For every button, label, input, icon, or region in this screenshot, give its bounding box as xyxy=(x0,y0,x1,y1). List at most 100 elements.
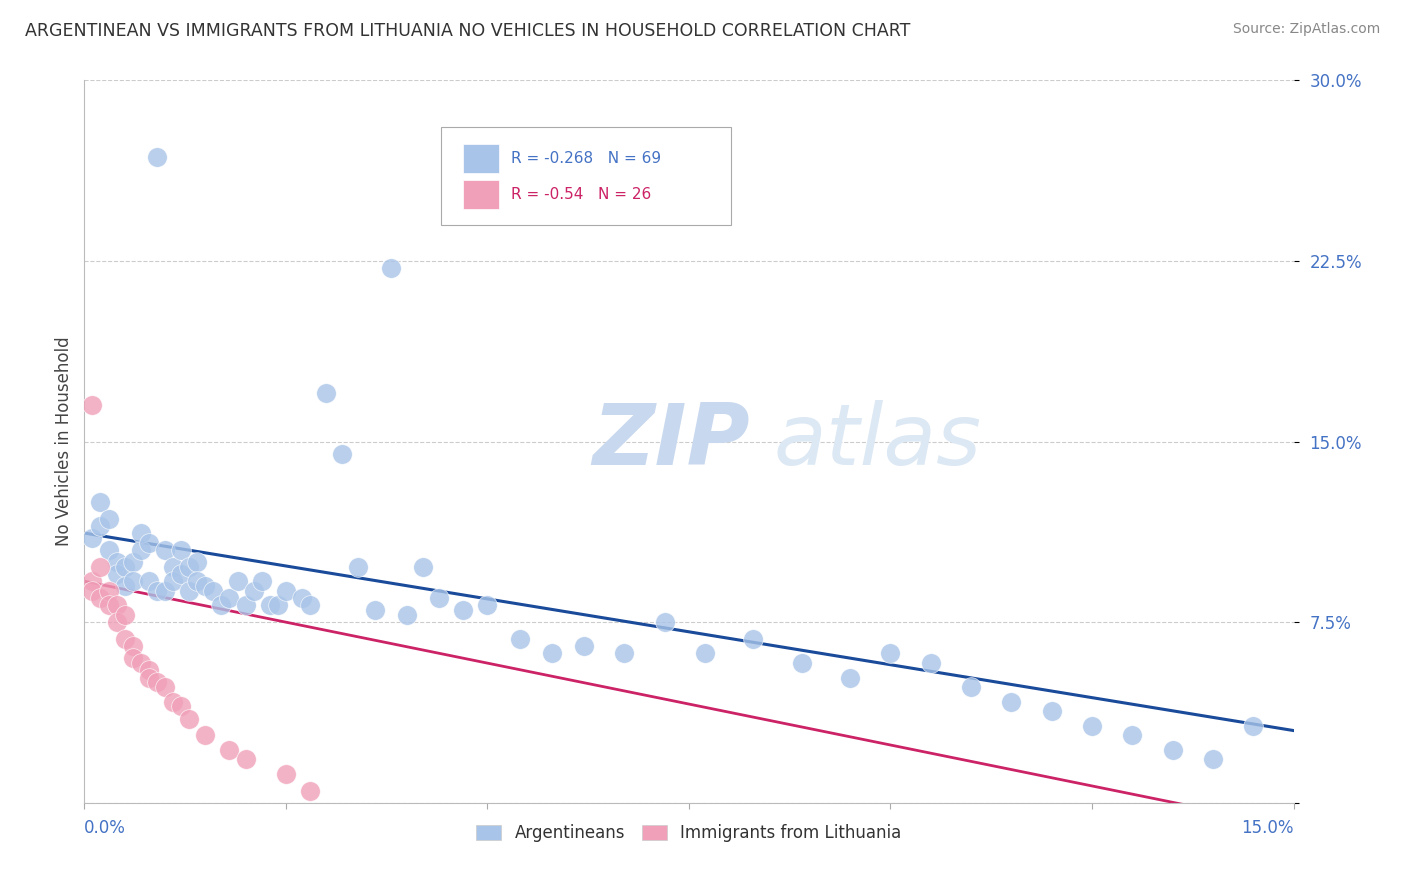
Point xyxy=(412,559,434,574)
Point xyxy=(153,583,176,598)
Point xyxy=(162,559,184,574)
Point xyxy=(790,656,813,670)
Point xyxy=(89,591,111,605)
Point xyxy=(82,574,104,589)
Point xyxy=(82,398,104,412)
Point xyxy=(259,599,281,613)
Text: 0.0%: 0.0% xyxy=(84,819,127,837)
Point xyxy=(654,615,676,630)
Text: atlas: atlas xyxy=(773,400,981,483)
Point xyxy=(1202,752,1225,766)
Text: 15.0%: 15.0% xyxy=(1241,819,1294,837)
Point xyxy=(541,647,564,661)
Point xyxy=(267,599,290,613)
Point xyxy=(347,559,370,574)
Point xyxy=(194,579,217,593)
Point xyxy=(920,656,942,670)
Point xyxy=(179,712,201,726)
Point xyxy=(218,743,240,757)
Point xyxy=(97,583,120,598)
Point xyxy=(138,574,160,589)
Point xyxy=(89,559,111,574)
Point xyxy=(129,656,152,670)
Point xyxy=(114,579,136,593)
Point xyxy=(194,728,217,742)
Point xyxy=(960,680,983,694)
Point xyxy=(105,567,128,582)
FancyBboxPatch shape xyxy=(441,128,731,225)
Point xyxy=(879,647,901,661)
Point xyxy=(839,671,862,685)
Point xyxy=(153,542,176,557)
Point xyxy=(170,542,193,557)
Point xyxy=(114,559,136,574)
Point xyxy=(291,591,314,605)
Point xyxy=(138,664,160,678)
Legend: Argentineans, Immigrants from Lithuania: Argentineans, Immigrants from Lithuania xyxy=(470,817,908,848)
Point xyxy=(1000,695,1022,709)
Point xyxy=(1040,704,1063,718)
Point xyxy=(363,603,385,617)
Point xyxy=(121,651,143,665)
Point xyxy=(129,526,152,541)
Point xyxy=(114,632,136,646)
FancyBboxPatch shape xyxy=(463,144,499,173)
Point xyxy=(153,680,176,694)
Point xyxy=(330,446,353,460)
Point xyxy=(179,583,201,598)
Point xyxy=(162,574,184,589)
Point xyxy=(395,607,418,622)
Point xyxy=(105,599,128,613)
Point xyxy=(82,531,104,545)
Point xyxy=(1081,719,1104,733)
Point xyxy=(121,574,143,589)
Text: R = -0.54   N = 26: R = -0.54 N = 26 xyxy=(512,187,651,202)
Point xyxy=(138,671,160,685)
Point xyxy=(170,567,193,582)
Point xyxy=(105,615,128,630)
Point xyxy=(226,574,249,589)
Point xyxy=(250,574,273,589)
Point xyxy=(179,559,201,574)
Text: ARGENTINEAN VS IMMIGRANTS FROM LITHUANIA NO VEHICLES IN HOUSEHOLD CORRELATION CH: ARGENTINEAN VS IMMIGRANTS FROM LITHUANIA… xyxy=(25,22,911,40)
Point xyxy=(1121,728,1143,742)
Point xyxy=(427,591,450,605)
Point xyxy=(170,699,193,714)
Point xyxy=(89,518,111,533)
Point xyxy=(146,150,169,164)
Point xyxy=(274,767,297,781)
Point xyxy=(572,639,595,653)
Point xyxy=(451,603,474,617)
Text: ZIP: ZIP xyxy=(592,400,749,483)
Point xyxy=(162,695,184,709)
Point xyxy=(299,599,322,613)
Point xyxy=(274,583,297,598)
Point xyxy=(202,583,225,598)
Point xyxy=(121,555,143,569)
Point xyxy=(138,535,160,549)
Text: Source: ZipAtlas.com: Source: ZipAtlas.com xyxy=(1233,22,1381,37)
Point xyxy=(105,555,128,569)
Point xyxy=(242,583,264,598)
Point xyxy=(89,494,111,508)
Point xyxy=(235,752,257,766)
Text: R = -0.268   N = 69: R = -0.268 N = 69 xyxy=(512,151,661,166)
Point xyxy=(146,583,169,598)
Point xyxy=(613,647,636,661)
Y-axis label: No Vehicles in Household: No Vehicles in Household xyxy=(55,336,73,547)
Point xyxy=(209,599,232,613)
Point xyxy=(299,784,322,798)
Point xyxy=(509,632,531,646)
Point xyxy=(97,511,120,525)
Point xyxy=(218,591,240,605)
Point xyxy=(97,542,120,557)
Point xyxy=(477,599,499,613)
FancyBboxPatch shape xyxy=(463,180,499,209)
Point xyxy=(82,583,104,598)
Point xyxy=(315,386,337,401)
Point xyxy=(129,542,152,557)
Point xyxy=(186,574,208,589)
Point xyxy=(235,599,257,613)
Point xyxy=(146,675,169,690)
Point xyxy=(1161,743,1184,757)
